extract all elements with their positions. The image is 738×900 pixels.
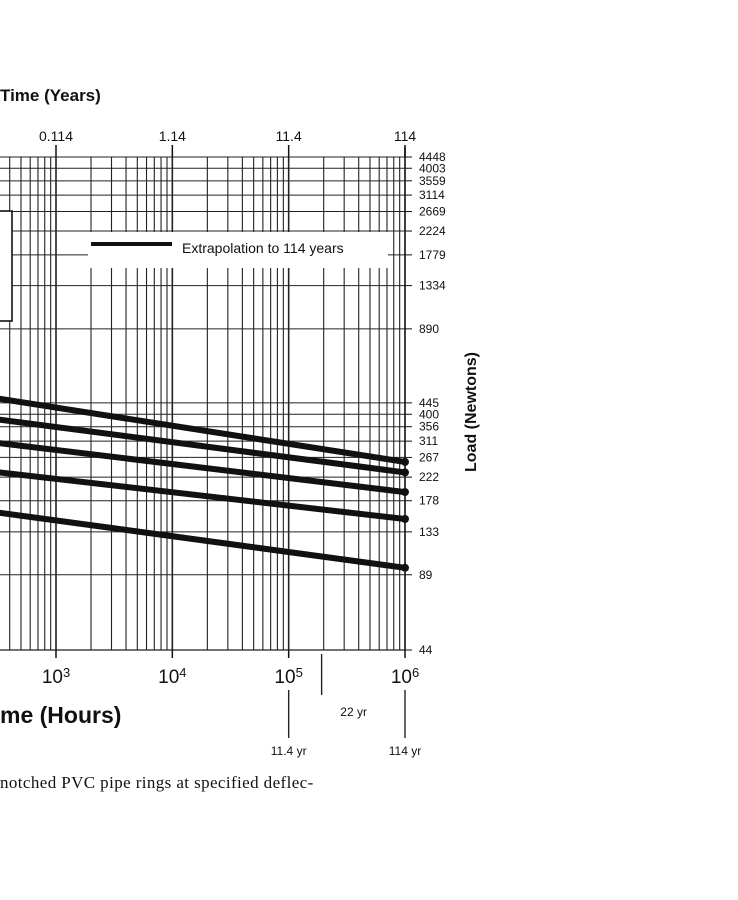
y-tick-label: 4003 bbox=[419, 161, 446, 175]
y-tick-label: 4448 bbox=[419, 150, 446, 164]
y-tick-label: 356 bbox=[419, 420, 439, 434]
top-tick-label: 114 bbox=[394, 128, 417, 144]
x-tick-label: 104 bbox=[158, 665, 186, 688]
x-tick-label: 106 bbox=[391, 665, 419, 688]
y-tick-label: 1334 bbox=[419, 279, 446, 293]
top-tick-label: 1.14 bbox=[159, 128, 186, 144]
marker-label: 114 yr bbox=[389, 744, 421, 758]
marker-label: 22 yr bbox=[340, 705, 367, 719]
top-axis-title: Time (Years) bbox=[0, 86, 101, 105]
y-tick-label: 1779 bbox=[419, 248, 446, 262]
series-endpoint bbox=[401, 515, 409, 524]
series-line bbox=[0, 416, 408, 476]
left-box-fragment bbox=[0, 210, 13, 322]
marker-label: 11.4 yr bbox=[271, 744, 307, 758]
y-tick-label: 178 bbox=[419, 494, 439, 508]
y-tick-label: 44 bbox=[419, 643, 433, 657]
y-tick-label: 890 bbox=[419, 322, 439, 336]
y-tick-label: 267 bbox=[419, 450, 439, 464]
grid-lines bbox=[0, 147, 406, 651]
x-tick-label: 103 bbox=[42, 665, 70, 688]
legend-box bbox=[88, 232, 388, 268]
y-tick-label: 445 bbox=[419, 396, 439, 410]
x-axis-title: me (Hours) bbox=[0, 702, 121, 728]
series-line bbox=[0, 509, 408, 571]
series-endpoint bbox=[401, 457, 409, 466]
series-endpoint bbox=[401, 468, 409, 477]
top-tick-label: 0.114 bbox=[39, 128, 73, 144]
y-tick-label: 400 bbox=[419, 407, 439, 421]
y-tick-label: 3559 bbox=[419, 174, 446, 188]
series-line bbox=[0, 395, 408, 465]
series-endpoint bbox=[401, 563, 409, 572]
top-tick-label: 11.4 bbox=[276, 128, 302, 144]
y-tick-label: 89 bbox=[419, 568, 433, 582]
y-tick-label: 133 bbox=[419, 525, 439, 539]
y-tick-label: 311 bbox=[419, 434, 438, 448]
legend-label: Extrapolation to 114 years bbox=[182, 240, 344, 256]
series-lines bbox=[0, 395, 409, 572]
x-tick-label: 105 bbox=[274, 665, 302, 688]
y-axis-title: Load (Newtons) bbox=[463, 352, 480, 472]
series-line bbox=[0, 440, 408, 496]
y-tick-label: 2224 bbox=[419, 224, 446, 238]
series-line bbox=[0, 469, 408, 523]
series-endpoint bbox=[401, 488, 409, 497]
figure-caption: notched PVC pipe rings at specified defl… bbox=[0, 773, 314, 792]
y-tick-label: 222 bbox=[419, 470, 439, 484]
y-tick-label: 3114 bbox=[419, 188, 445, 202]
annotations: Extrapolation to 114 years 11.4 yr 22 yr 11… bbox=[0, 210, 421, 758]
y-tick-label: 2669 bbox=[419, 205, 446, 219]
